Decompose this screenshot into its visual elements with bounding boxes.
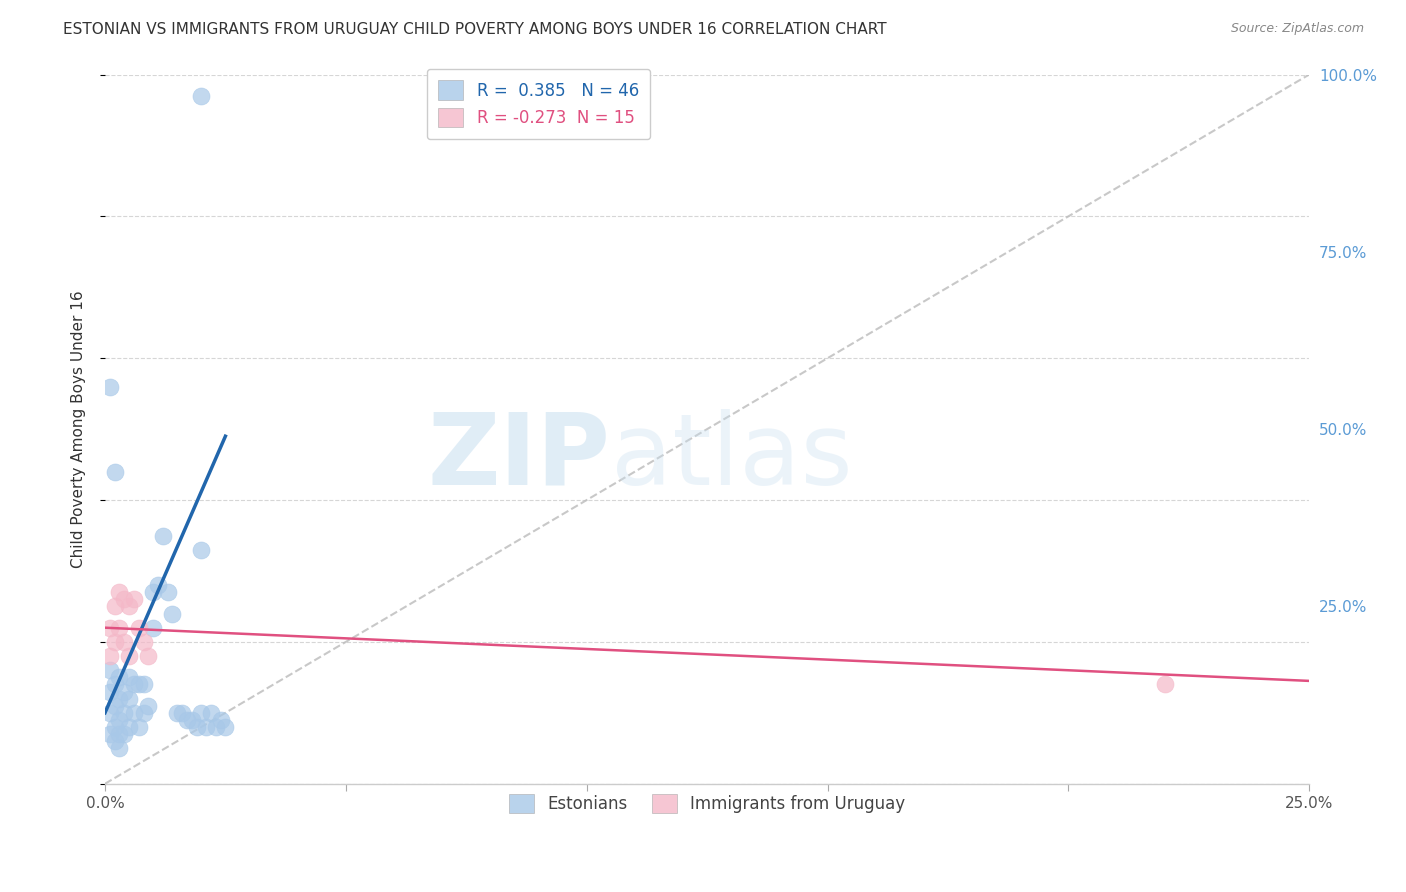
Text: atlas: atlas — [610, 409, 852, 506]
Point — [118, 691, 141, 706]
Point — [128, 720, 150, 734]
Point — [104, 635, 127, 649]
Point — [180, 713, 202, 727]
Point — [142, 585, 165, 599]
Point — [112, 684, 135, 698]
Point — [186, 720, 208, 734]
Point — [132, 635, 155, 649]
Point — [98, 706, 121, 720]
Point — [152, 528, 174, 542]
Y-axis label: Child Poverty Among Boys Under 16: Child Poverty Among Boys Under 16 — [72, 290, 86, 568]
Point — [146, 578, 169, 592]
Point — [108, 741, 131, 756]
Point — [128, 677, 150, 691]
Point — [214, 720, 236, 734]
Point — [108, 727, 131, 741]
Text: Source: ZipAtlas.com: Source: ZipAtlas.com — [1230, 22, 1364, 36]
Point — [166, 706, 188, 720]
Point — [170, 706, 193, 720]
Point — [112, 592, 135, 607]
Point — [138, 649, 160, 664]
Point — [200, 706, 222, 720]
Point — [98, 663, 121, 677]
Point — [132, 706, 155, 720]
Text: ZIP: ZIP — [427, 409, 610, 506]
Point — [195, 720, 218, 734]
Point — [118, 649, 141, 664]
Point — [118, 720, 141, 734]
Point — [118, 599, 141, 614]
Point — [128, 621, 150, 635]
Point — [98, 649, 121, 664]
Point — [104, 465, 127, 479]
Legend: Estonians, Immigrants from Uruguay: Estonians, Immigrants from Uruguay — [496, 782, 917, 825]
Point — [204, 720, 226, 734]
Point — [112, 635, 135, 649]
Point — [122, 706, 145, 720]
Point — [142, 621, 165, 635]
Point — [122, 677, 145, 691]
Point — [156, 585, 179, 599]
Point — [98, 621, 121, 635]
Point — [108, 585, 131, 599]
Point — [132, 677, 155, 691]
Point — [104, 599, 127, 614]
Point — [98, 379, 121, 393]
Point — [176, 713, 198, 727]
Point — [108, 670, 131, 684]
Point — [209, 713, 232, 727]
Point — [104, 677, 127, 691]
Point — [108, 621, 131, 635]
Point — [104, 698, 127, 713]
Point — [162, 607, 184, 621]
Point — [190, 706, 212, 720]
Point — [108, 713, 131, 727]
Point — [122, 592, 145, 607]
Point — [98, 684, 121, 698]
Point — [112, 706, 135, 720]
Point — [104, 720, 127, 734]
Point — [108, 691, 131, 706]
Point — [1153, 677, 1175, 691]
Point — [104, 734, 127, 748]
Text: ESTONIAN VS IMMIGRANTS FROM URUGUAY CHILD POVERTY AMONG BOYS UNDER 16 CORRELATIO: ESTONIAN VS IMMIGRANTS FROM URUGUAY CHIL… — [63, 22, 887, 37]
Point — [98, 727, 121, 741]
Point — [138, 698, 160, 713]
Point — [112, 727, 135, 741]
Point — [190, 542, 212, 557]
Point — [190, 88, 212, 103]
Point — [118, 670, 141, 684]
